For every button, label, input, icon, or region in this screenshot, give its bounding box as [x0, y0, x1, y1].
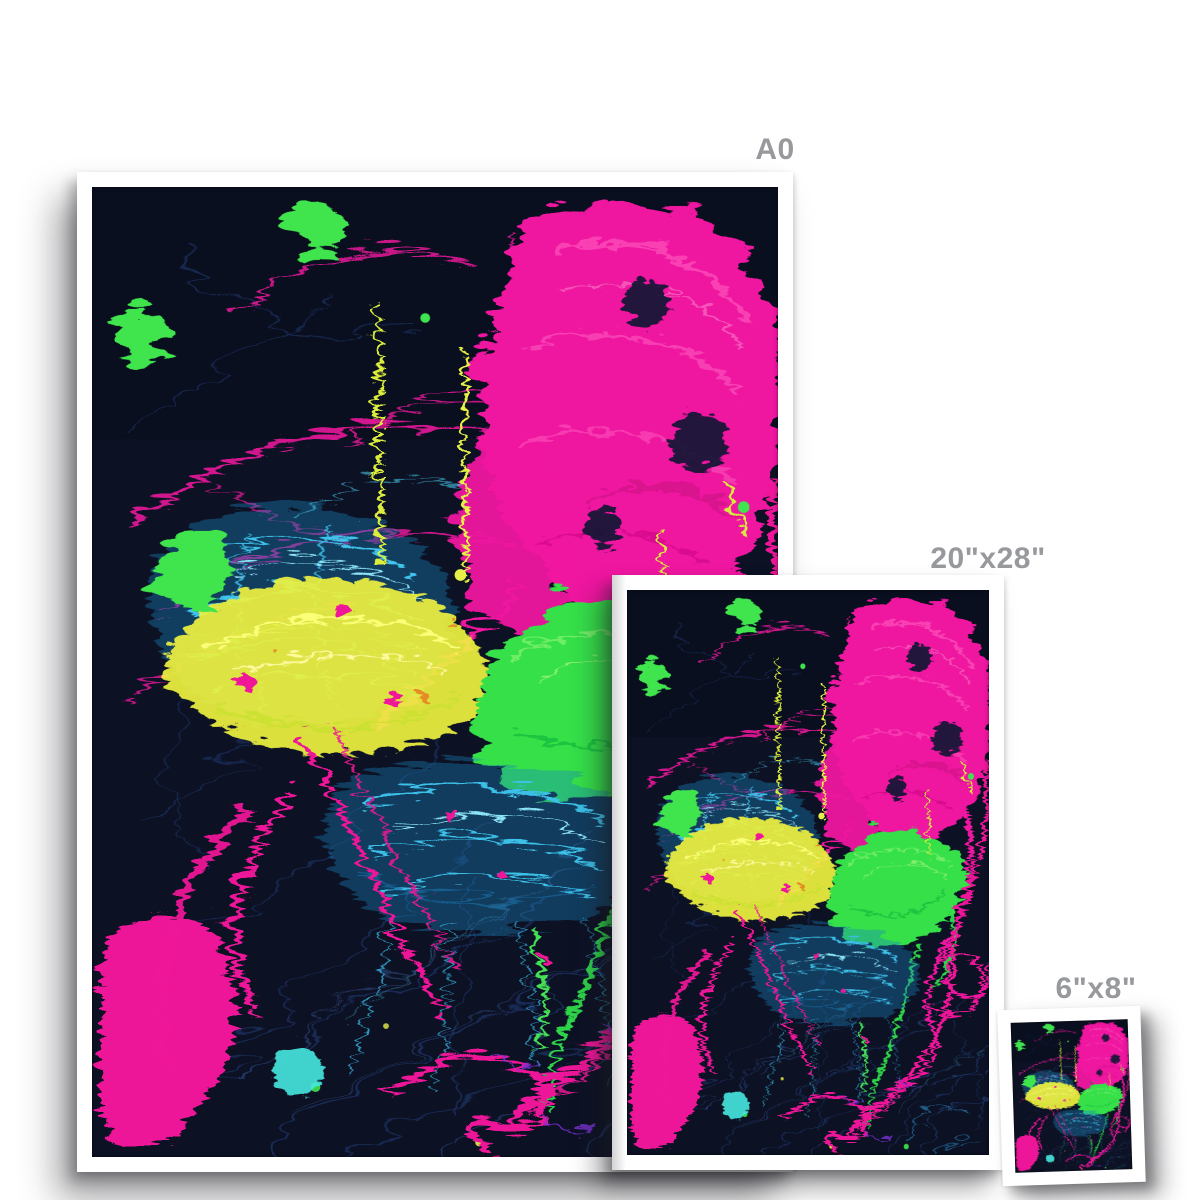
size-label-20x28: 20"x28"	[930, 542, 1046, 575]
artwork-20x28	[627, 590, 989, 1155]
abstract-artwork-20x28	[627, 590, 989, 1155]
frame-6x8	[997, 1005, 1146, 1187]
size-label-6x8: 6"x8"	[1055, 972, 1137, 1005]
size-label-a0: A0	[755, 133, 795, 166]
abstract-artwork-6x8	[1011, 1019, 1133, 1173]
frame-20x28	[612, 575, 1004, 1170]
artwork-6x8	[1010, 1019, 1133, 1173]
